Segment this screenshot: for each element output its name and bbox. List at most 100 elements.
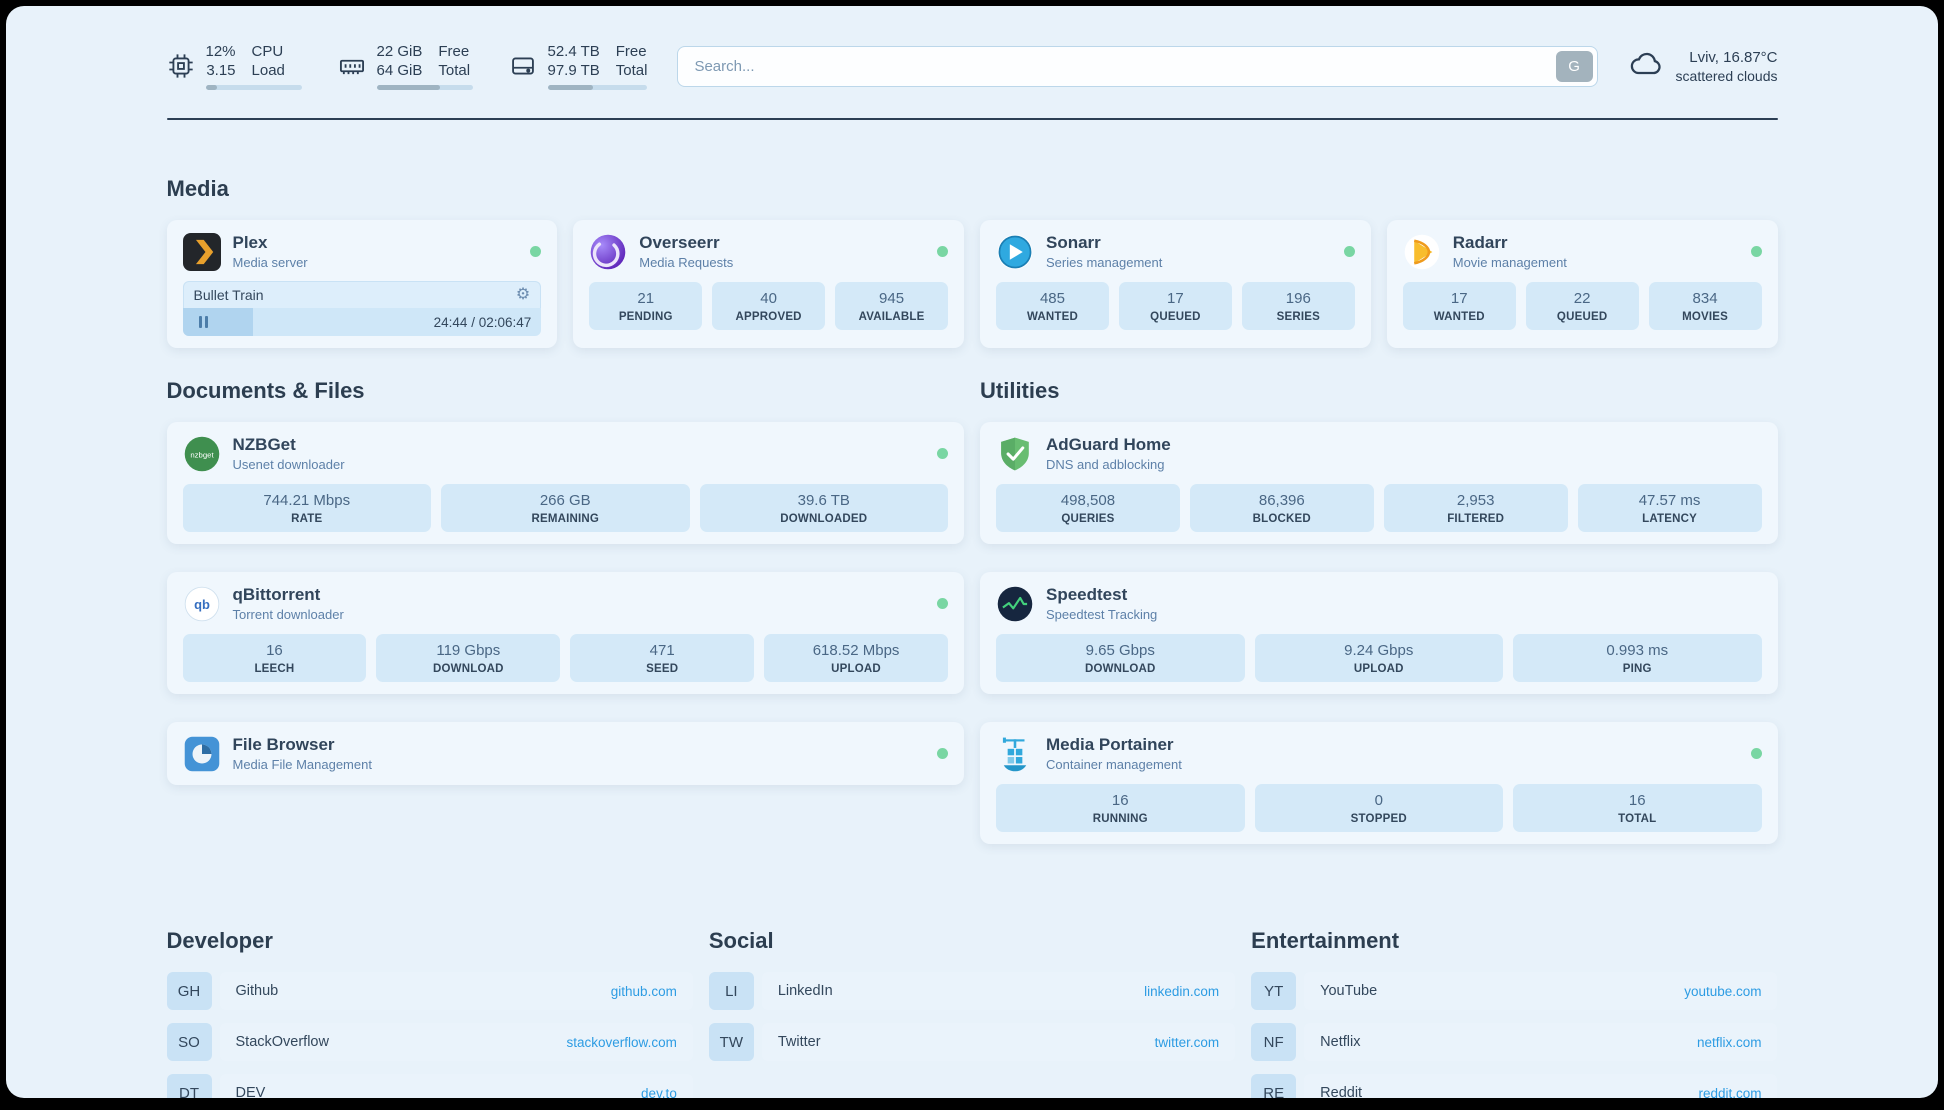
- bookmark-abbr: RE: [1251, 1074, 1297, 1098]
- bookmarks: Developer GH Github github.com SO StackO…: [166, 928, 1778, 1099]
- search-input[interactable]: [677, 45, 1598, 87]
- radarr-card[interactable]: Radarr Movie management 17 WANTED 22 QUE…: [1386, 220, 1778, 348]
- speedtest-card[interactable]: Speedtest Speedtest Tracking 9.65 Gbps D…: [980, 572, 1778, 694]
- dashboard-page: 12% 3.15 CPU Load: [6, 6, 1938, 1098]
- developer-group: Developer GH Github github.com SO StackO…: [166, 928, 693, 1099]
- stat-label: RUNNING: [1092, 813, 1148, 825]
- bookmark-github[interactable]: GH Github github.com: [166, 972, 693, 1010]
- stat-label: REMAINING: [531, 513, 600, 525]
- stat-value: 266 GB: [539, 492, 591, 509]
- pause-button[interactable]: [183, 316, 225, 328]
- ram-free-value: 22 GiB: [376, 43, 423, 60]
- portainer-title: Media Portainer: [1046, 735, 1174, 754]
- status-dot: [937, 246, 948, 257]
- filebrowser-card[interactable]: File Browser Media File Management: [166, 722, 964, 785]
- stat-label: UPLOAD: [831, 663, 881, 675]
- social-group: Social LI LinkedIn linkedin.com TW Twitt…: [708, 928, 1236, 1098]
- playback-progress-bar: 24:44 / 02:06:47: [182, 308, 542, 336]
- stat-value: 945: [879, 290, 905, 307]
- utilities-section-title: Utilities: [980, 378, 1060, 403]
- stat-value: 16: [1628, 792, 1646, 809]
- bookmark-name: Reddit: [1320, 1085, 1363, 1098]
- stat-value: 2,953: [1456, 492, 1495, 509]
- stat-box: 16 LEECH: [182, 634, 367, 682]
- portainer-card[interactable]: Media Portainer Container management 16 …: [980, 722, 1778, 844]
- svg-text:nzbget: nzbget: [190, 450, 214, 459]
- search-bar: G: [677, 45, 1598, 87]
- bookmark-link[interactable]: dev.to: [641, 1085, 677, 1099]
- stat-label: WANTED: [1026, 311, 1078, 323]
- search-provider-button[interactable]: G: [1555, 50, 1593, 82]
- disk-icon: [509, 52, 537, 80]
- utilities-column: Utilities AdGuard Home DNS and: [980, 378, 1778, 872]
- stat-value: 618.52 Mbps: [812, 642, 900, 659]
- stat-label: QUERIES: [1061, 513, 1115, 525]
- bookmark-stackoverflow[interactable]: SO StackOverflow stackoverflow.com: [166, 1023, 693, 1061]
- bookmark-name: DEV: [235, 1085, 266, 1098]
- stat-value: 485: [1039, 290, 1065, 307]
- svg-text:qb: qb: [194, 597, 210, 612]
- bookmark-abbr: NF: [1251, 1023, 1297, 1061]
- bookmark-twitter[interactable]: TW Twitter twitter.com: [708, 1023, 1236, 1061]
- cloud-icon: [1628, 46, 1664, 87]
- stat-box: 485 WANTED: [996, 282, 1109, 330]
- stat-box: 744.21 Mbps RATE: [182, 484, 431, 532]
- bookmark-name: Github: [235, 983, 279, 999]
- bookmark-youtube[interactable]: YT YouTube youtube.com: [1251, 972, 1778, 1010]
- bookmark-name: Twitter: [777, 1034, 821, 1050]
- stat-label: DOWNLOAD: [433, 663, 504, 675]
- bookmark-abbr: DT: [166, 1074, 212, 1098]
- bookmark-linkedin[interactable]: LI LinkedIn linkedin.com: [708, 972, 1236, 1010]
- overseerr-title: Overseerr: [639, 233, 720, 252]
- sonarr-card[interactable]: Sonarr Series management 485 WANTED 17 Q…: [980, 220, 1371, 348]
- ram-icon: [338, 52, 366, 80]
- qbittorrent-subtitle: Torrent downloader: [232, 607, 344, 622]
- topbar-divider: [166, 118, 1778, 120]
- filebrowser-subtitle: Media File Management: [232, 757, 372, 772]
- stat-box: 9.65 Gbps DOWNLOAD: [996, 634, 1245, 682]
- overseerr-card[interactable]: Overseerr Media Requests 21 PENDING 40 A…: [573, 220, 964, 348]
- status-dot: [1750, 246, 1762, 257]
- stat-box: 9.24 Gbps UPLOAD: [1254, 634, 1503, 682]
- disk-free-label: Free: [615, 43, 647, 60]
- stat-box: 119 Gbps DOWNLOAD: [376, 634, 561, 682]
- bookmark-abbr: LI: [708, 972, 754, 1010]
- bookmark-dev[interactable]: DT DEV dev.to: [166, 1074, 693, 1099]
- nzbget-card[interactable]: nzbget NZBGet Usenet downloader 744.21 M…: [166, 422, 964, 544]
- bookmark-reddit[interactable]: RE Reddit reddit.com: [1251, 1074, 1778, 1099]
- bookmark-link[interactable]: linkedin.com: [1144, 983, 1220, 999]
- plex-card[interactable]: Plex Media server Bullet Train ⚙: [166, 220, 558, 348]
- filebrowser-icon: [183, 735, 221, 773]
- overseerr-subtitle: Media Requests: [639, 255, 734, 270]
- stat-value: 39.6 TB: [797, 492, 850, 509]
- entertainment-group-title: Entertainment: [1251, 928, 1400, 953]
- stat-label: SERIES: [1276, 311, 1320, 323]
- plex-subtitle: Media server: [232, 255, 308, 270]
- qbittorrent-title: qBittorrent: [232, 585, 321, 604]
- stat-box: 17 WANTED: [1402, 282, 1516, 330]
- bookmark-link[interactable]: github.com: [610, 983, 677, 999]
- radarr-subtitle: Movie management: [1452, 255, 1567, 270]
- stat-box: 86,396 BLOCKED: [1189, 484, 1374, 532]
- bookmark-netflix[interactable]: NF Netflix netflix.com: [1251, 1023, 1778, 1061]
- stat-box: 945 AVAILABLE: [835, 282, 949, 330]
- bookmark-link[interactable]: netflix.com: [1696, 1034, 1762, 1050]
- stat-box: 0.993 ms PING: [1513, 634, 1762, 682]
- stat-value: 0.993 ms: [1606, 642, 1669, 659]
- disk-total-label: Total: [615, 62, 648, 79]
- plex-title: Plex: [232, 233, 268, 252]
- stat-box: 22 QUEUED: [1525, 282, 1639, 330]
- bookmark-link[interactable]: reddit.com: [1698, 1085, 1762, 1099]
- stat-label: PENDING: [618, 311, 673, 323]
- stat-value: 119 Gbps: [436, 642, 501, 659]
- status-dot: [937, 748, 948, 759]
- bookmark-link[interactable]: youtube.com: [1684, 983, 1762, 999]
- bookmark-link[interactable]: stackoverflow.com: [566, 1034, 677, 1050]
- bookmark-link[interactable]: twitter.com: [1154, 1034, 1220, 1050]
- gear-icon[interactable]: ⚙: [515, 286, 531, 303]
- cpu-usage-value: 12%: [205, 43, 236, 60]
- adguard-card[interactable]: AdGuard Home DNS and adblocking 498,508 …: [980, 422, 1778, 544]
- stat-label: MOVIES: [1682, 311, 1729, 323]
- stat-box: 498,508 QUERIES: [996, 484, 1180, 532]
- qbittorrent-card[interactable]: qb qBittorrent Torrent downloader 16 LEE…: [166, 572, 964, 694]
